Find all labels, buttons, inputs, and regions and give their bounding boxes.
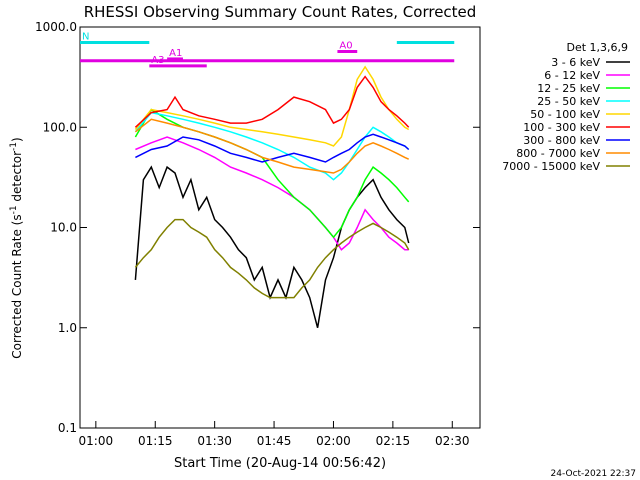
y-tick-label-2: 10.0	[50, 221, 77, 235]
legend-title: Det 1,3,6,9	[566, 41, 628, 54]
x-axis-label: Start Time (20-Aug-14 00:56:42)	[174, 456, 386, 471]
y-tick-label-1: 1.0	[58, 321, 77, 335]
legend-label-6: 300 - 800 keV	[523, 134, 600, 147]
timestamp: 24-Oct-2021 22:37	[551, 469, 636, 479]
annotation-label-2: A0	[339, 40, 352, 51]
x-tick-label-5: 02:15	[376, 434, 411, 448]
y-axis-label: Corrected Count Rate (s-1 detector-1)	[9, 137, 24, 358]
legend-label-7: 800 - 7000 keV	[516, 147, 600, 160]
annotation-label-0: N	[82, 32, 89, 43]
x-tick-label-3: 01:45	[257, 434, 292, 448]
legend-label-0: 3 - 6 keV	[551, 56, 600, 69]
x-tick-label-0: 01:00	[79, 434, 114, 448]
series-line-6	[135, 133, 410, 163]
legend-label-2: 12 - 25 keV	[537, 82, 600, 95]
series-line-1	[135, 136, 409, 251]
annotation-layer: NA0A1A3	[80, 32, 455, 68]
y-tick-label-3: 100.0	[43, 120, 77, 134]
x-tick-label-1: 01:15	[138, 434, 173, 448]
legend-label-8: 7000 - 15000 keV	[502, 160, 600, 173]
series-line-8	[134, 218, 410, 299]
x-tick-label-4: 02:00	[316, 434, 351, 448]
legend-label-3: 25 - 50 keV	[537, 95, 600, 108]
series-line-3	[134, 111, 410, 181]
chart-title: RHESSI Observing Summary Count Rates, Co…	[84, 3, 477, 21]
legend-label-1: 6 - 12 keV	[544, 69, 600, 82]
legend-label-4: 50 - 100 keV	[530, 108, 600, 121]
series-line-5	[134, 75, 410, 128]
series-line-4	[134, 65, 410, 147]
x-tick-label-6: 02:30	[435, 434, 470, 448]
axis-ticks: 0.1 1.0 10.0 100.0 1000.0 01:00 01:15 01:30 01:4…	[35, 20, 480, 448]
legend-label-5: 100 - 300 keV	[523, 121, 600, 134]
y-tick-label-4: 1000.0	[35, 20, 77, 34]
series-line-7	[134, 118, 410, 174]
y-tick-label-0: 0.1	[58, 421, 77, 435]
annotation-label-3: A1	[169, 48, 182, 59]
x-tick-label-2: 01:30	[197, 434, 232, 448]
series-line-2	[134, 108, 410, 239]
series-line-0	[134, 165, 410, 328]
series-layer	[134, 65, 410, 328]
